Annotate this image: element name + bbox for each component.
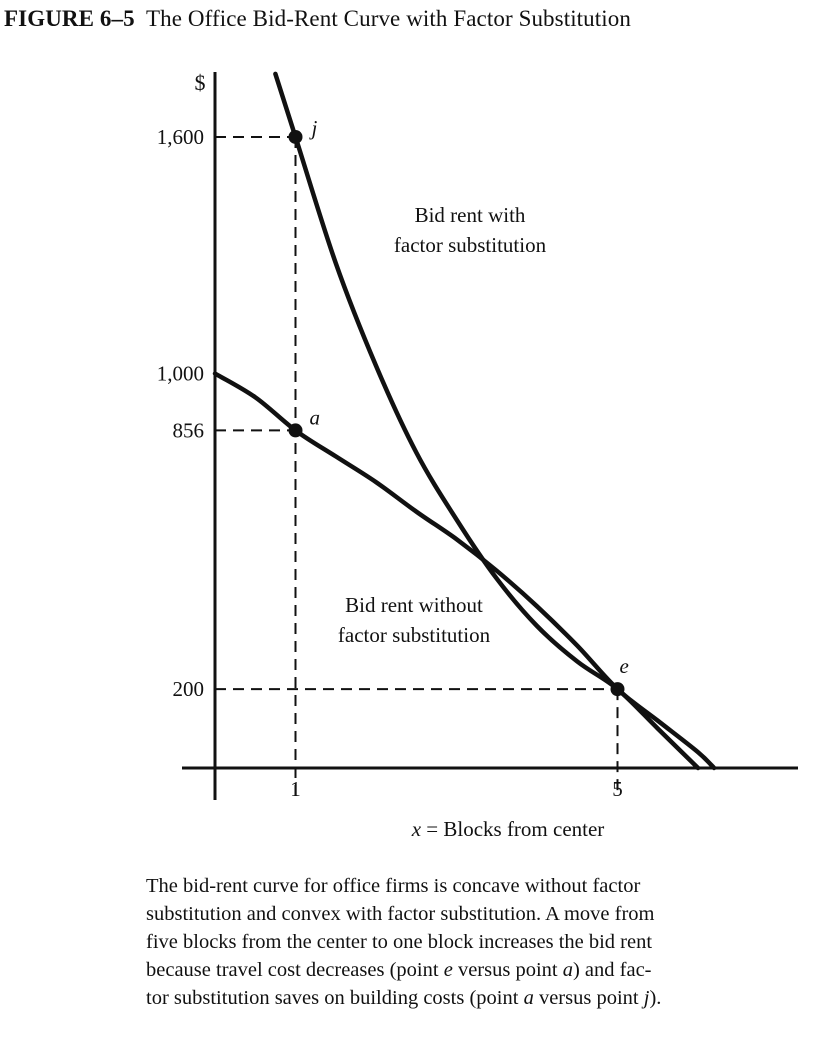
caption-line: The bid-rent curve for office firms is c… <box>146 875 641 897</box>
x-tick-label: 5 <box>612 777 623 801</box>
caption-line: because travel cost decreases (point e v… <box>146 959 652 981</box>
curve-labels: Bid rent with factor substitution Bid rent… <box>338 203 547 647</box>
y-tick-label: 1,000 <box>157 362 204 386</box>
label-with-factor-substitution: Bid rent with factor substitution <box>394 203 547 257</box>
y-tick-label: 200 <box>173 677 205 701</box>
bid-rent-chart: 200 856 1,000 1,600 1 5 j a e Bid rent with fact… <box>157 70 798 841</box>
curve-with-factor-substitution <box>273 71 701 771</box>
caption-line: five blocks from the center to one block… <box>146 931 653 953</box>
label-without-factor-substitution: Bid rent without factor substitution <box>338 593 491 647</box>
figure-caption: The bid-rent curve for office firms is c… <box>146 872 794 1012</box>
x-axis-label: x = Blocks from center <box>411 817 605 841</box>
points: j a e <box>288 116 629 697</box>
figure-title-text: The Office Bid-Rent Curve with Factor Su… <box>146 6 631 31</box>
point-e <box>610 682 625 697</box>
tick-labels: 200 856 1,000 1,600 1 5 <box>157 125 623 801</box>
figure-title: FIGURE 6–5 The Office Bid-Rent Curve wit… <box>4 6 814 32</box>
point-label-e: e <box>620 654 629 678</box>
y-tick-label: 1,600 <box>157 125 204 149</box>
caption-line: substitution and convex with factor subs… <box>146 903 655 925</box>
curves <box>212 71 717 771</box>
y-tick-label: 856 <box>173 418 205 442</box>
guide-lines <box>215 135 619 796</box>
point-label-j: j <box>309 116 318 140</box>
x-tick-label: 1 <box>290 777 301 801</box>
point-j <box>288 129 303 144</box>
axes <box>182 72 798 800</box>
figure-label: FIGURE 6–5 <box>4 6 135 31</box>
point-a <box>288 423 303 438</box>
point-label-a: a <box>310 405 321 429</box>
y-axis-label: $ <box>195 70 206 95</box>
caption-line: tor substitution saves on building costs… <box>146 987 662 1009</box>
